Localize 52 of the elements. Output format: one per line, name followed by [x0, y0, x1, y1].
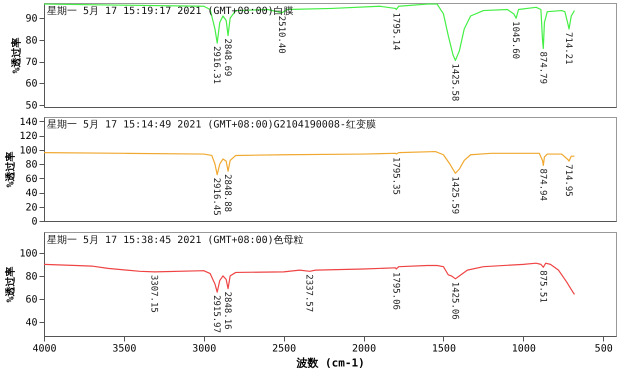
x-tick-label: 2500 — [272, 344, 296, 354]
y-axis-title: %透过率 — [4, 266, 16, 303]
y-tick-label: 120 — [19, 131, 38, 142]
annotation: 2848.16 — [222, 292, 232, 330]
chart-title: 星期一 5月 17 15:14:49 2021 (GMT+08:00)G2104190008-红变膜 — [47, 118, 376, 130]
annotation: 2337.57 — [304, 274, 314, 312]
y-tick-label: 90 — [25, 14, 38, 25]
annotation: 1795.14 — [390, 12, 400, 50]
y-tick-label: 20 — [25, 202, 38, 214]
x-tick-label: 2000 — [352, 344, 376, 354]
x-tick-label: 1500 — [432, 344, 456, 354]
annotation: 714.21 — [563, 32, 574, 65]
annotation: 1795.06 — [390, 272, 400, 310]
annotation: 1425.58 — [449, 63, 460, 102]
annotation: 1795.35 — [390, 157, 400, 195]
y-axis-title: %透过率 — [10, 37, 22, 74]
y-tick-label: 0 — [31, 216, 38, 228]
annotation: 714.95 — [563, 164, 574, 197]
y-tick-label: 100 — [19, 145, 38, 156]
y-tick-label: 60 — [25, 294, 38, 306]
x-tick-label: 1000 — [512, 344, 536, 354]
x-tick-label: 3000 — [192, 344, 216, 354]
annotation: 2916.31 — [211, 46, 222, 84]
annotation: 874.79 — [537, 52, 548, 84]
x-tick-label: 500 — [594, 344, 613, 354]
y-tick-label: 50 — [25, 100, 38, 112]
y-tick-label: 40 — [25, 188, 38, 200]
y-tick-label: 100 — [19, 248, 38, 260]
y-axis-title: %透过率 — [4, 151, 16, 188]
x-tick-label: 4000 — [32, 344, 57, 354]
y-tick-label: 40 — [25, 318, 38, 329]
annotation: 3307.15 — [148, 274, 159, 313]
annotation: 1045.60 — [510, 21, 520, 60]
y-tick-label: 60 — [25, 174, 38, 185]
y-tick-label: 140 — [19, 116, 38, 128]
annotation: 2916.45 — [211, 178, 222, 216]
y-tick-label: 80 — [25, 271, 38, 282]
y-tick-label: 70 — [25, 57, 38, 68]
chart-title: 星期一 5月 17 15:38:45 2021 (GMT+08:00)色母粒 — [47, 234, 304, 246]
annotation: 2848.88 — [222, 174, 232, 212]
x-tick-label: 3500 — [112, 344, 136, 354]
x-axis-title: 波数 (cm-1) — [295, 356, 365, 370]
y-tick-label: 80 — [25, 160, 38, 171]
annotation: 2848.69 — [222, 38, 232, 76]
annotation: 875.51 — [537, 270, 548, 303]
y-tick-label: 60 — [25, 78, 38, 90]
annotation: 2510.40 — [276, 16, 286, 54]
annotation: 1425.59 — [449, 176, 460, 214]
y-tick-label: 80 — [25, 35, 38, 46]
annotation: 2915.97 — [211, 295, 222, 334]
annotation: 874.94 — [537, 168, 548, 201]
annotation: 1425.06 — [449, 282, 460, 320]
